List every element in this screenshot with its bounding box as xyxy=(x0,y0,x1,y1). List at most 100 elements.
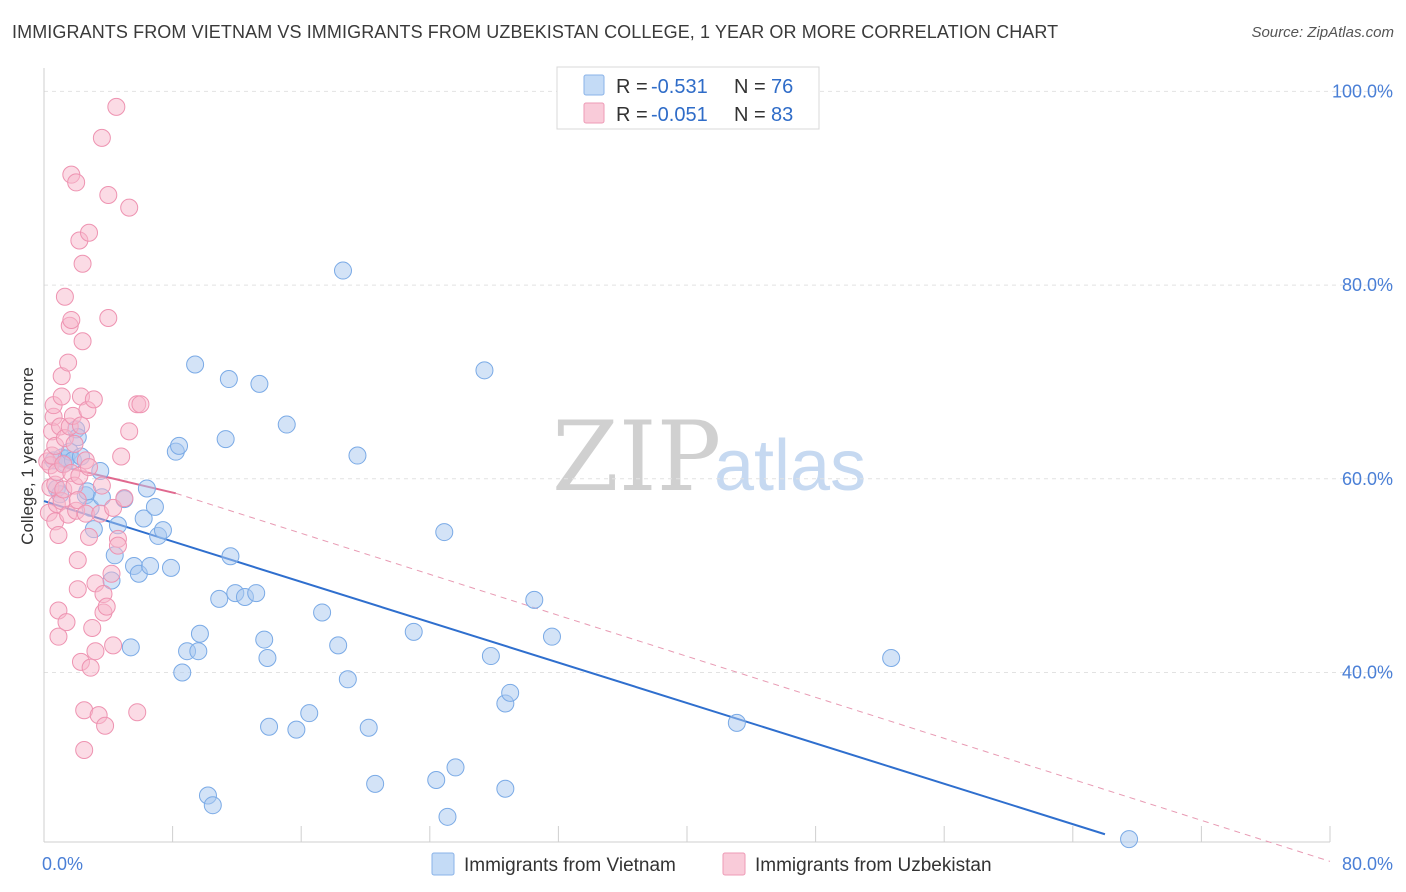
point-uzbekistan xyxy=(59,353,78,372)
point-uzbekistan xyxy=(83,618,102,637)
point-vietnam xyxy=(438,807,457,826)
legend-n-value: 83 xyxy=(771,104,793,126)
point-uzbekistan xyxy=(99,309,118,328)
point-uzbekistan xyxy=(62,310,81,329)
y-tick-label: 100.0% xyxy=(1332,81,1393,101)
point-uzbekistan xyxy=(68,491,87,510)
point-vietnam xyxy=(404,622,423,641)
point-vietnam xyxy=(1120,830,1139,849)
point-uzbekistan xyxy=(52,387,71,406)
y-tick-label: 40.0% xyxy=(1342,663,1393,683)
point-uzbekistan xyxy=(75,740,94,759)
y-tick-labels: 100.0% 80.0% 60.0% 40.0% xyxy=(1332,81,1393,682)
watermark: ZIP atlas xyxy=(552,401,866,513)
point-vietnam xyxy=(481,647,500,666)
point-vietnam xyxy=(219,370,238,389)
point-uzbekistan xyxy=(71,416,90,435)
point-uzbekistan xyxy=(92,476,111,495)
point-vietnam xyxy=(221,547,240,566)
point-vietnam xyxy=(173,663,192,682)
watermark-zip: ZIP xyxy=(552,401,721,513)
series-legend: Immigrants from Vietnam Immigrants from … xyxy=(431,852,992,876)
point-vietnam xyxy=(882,648,901,667)
legend-r-label: R = xyxy=(616,76,648,98)
point-vietnam xyxy=(359,718,378,737)
point-vietnam xyxy=(203,796,222,815)
point-uzbekistan xyxy=(107,97,126,116)
point-uzbekistan xyxy=(96,716,115,735)
point-vietnam xyxy=(134,509,153,528)
point-vietnam xyxy=(161,558,180,577)
point-vietnam xyxy=(496,779,515,798)
point-uzbekistan xyxy=(80,527,99,546)
point-vietnam xyxy=(216,430,235,449)
correlation-legend: R = -0.531 N = 76 R = -0.051 N = 83 xyxy=(556,66,820,130)
point-uzbekistan xyxy=(67,173,86,192)
y-axis-label: College, 1 year or more xyxy=(18,367,37,545)
chart-title: IMMIGRANTS FROM VIETNAM VS IMMIGRANTS FR… xyxy=(12,22,1059,42)
point-uzbekistan xyxy=(80,223,99,242)
point-uzbekistan xyxy=(84,390,103,409)
point-uzbekistan xyxy=(55,287,74,306)
watermark-atlas: atlas xyxy=(714,426,866,506)
point-vietnam xyxy=(727,713,746,732)
trend-lines xyxy=(43,461,1331,862)
grid xyxy=(44,90,1392,674)
point-uzbekistan xyxy=(112,447,131,466)
point-uzbekistan xyxy=(104,636,123,655)
data-points xyxy=(38,97,1139,849)
point-vietnam xyxy=(170,436,189,455)
point-uzbekistan xyxy=(115,489,134,508)
point-uzbekistan xyxy=(57,613,76,632)
point-uzbekistan xyxy=(120,422,139,441)
source-label: Source: ZipAtlas.com xyxy=(1251,24,1394,41)
y-tick-label: 80.0% xyxy=(1342,275,1393,295)
point-vietnam xyxy=(427,771,446,790)
point-uzbekistan xyxy=(80,458,99,477)
point-uzbekistan xyxy=(65,434,84,453)
legend-n-label: N = xyxy=(734,76,766,98)
point-uzbekistan xyxy=(102,564,121,583)
x-tick-label: 80.0% xyxy=(1342,854,1393,874)
trend-line-extension xyxy=(175,492,1331,862)
series-swatch-vietnam xyxy=(431,852,455,876)
point-vietnam xyxy=(525,590,544,609)
point-vietnam xyxy=(141,556,160,575)
point-uzbekistan xyxy=(92,128,111,147)
point-vietnam xyxy=(277,415,296,434)
point-vietnam xyxy=(186,355,205,374)
series-swatch-uzbekistan xyxy=(722,852,746,876)
legend-r-label: R = xyxy=(616,104,648,126)
point-uzbekistan xyxy=(68,551,87,570)
point-uzbekistan xyxy=(131,395,150,414)
point-vietnam xyxy=(446,758,465,777)
point-vietnam xyxy=(190,624,209,643)
point-uzbekistan xyxy=(73,332,92,351)
point-vietnam xyxy=(333,261,352,280)
legend-n-label: N = xyxy=(734,104,766,126)
point-uzbekistan xyxy=(81,658,100,677)
point-vietnam xyxy=(153,521,172,540)
point-vietnam xyxy=(121,638,140,657)
x-tick-label: 0.0% xyxy=(42,854,83,874)
point-vietnam xyxy=(189,642,208,661)
point-vietnam xyxy=(287,720,306,739)
point-uzbekistan xyxy=(73,254,92,273)
x-tick-labels: 0.0% 80.0% xyxy=(42,854,1393,874)
legend-r-value: -0.051 xyxy=(651,104,708,126)
point-vietnam xyxy=(145,497,164,516)
point-uzbekistan xyxy=(108,536,127,555)
point-vietnam xyxy=(542,627,561,646)
point-vietnam xyxy=(260,717,279,736)
point-vietnam xyxy=(137,479,156,498)
point-vietnam xyxy=(258,648,277,667)
point-vietnam xyxy=(210,589,229,608)
point-vietnam xyxy=(366,774,385,793)
point-uzbekistan xyxy=(120,198,139,217)
series-label-uzbekistan: Immigrants from Uzbekistan xyxy=(755,855,992,876)
point-vietnam xyxy=(338,670,357,689)
legend-swatch-vietnam xyxy=(583,74,605,96)
point-uzbekistan xyxy=(86,642,105,661)
point-uzbekistan xyxy=(49,525,68,544)
point-vietnam xyxy=(250,374,269,393)
